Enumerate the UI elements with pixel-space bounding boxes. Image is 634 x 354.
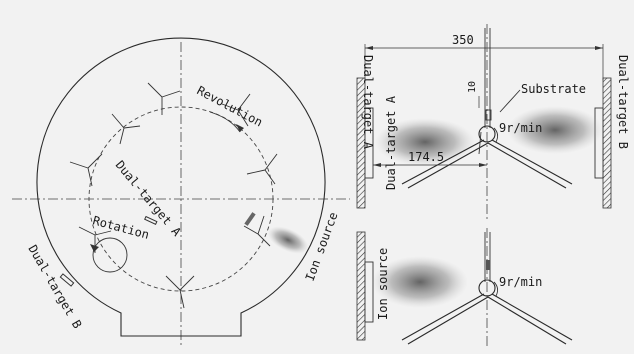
dim-350-text: 350 [452, 33, 474, 47]
substrate-label: Substrate [521, 82, 586, 96]
speed-label-top: 9r/min [499, 121, 542, 135]
speed-label-bottom: 9r/min [499, 275, 542, 289]
substrate-holders [69, 82, 278, 309]
chamber-wall [36, 37, 326, 337]
plume-a [375, 118, 475, 166]
revolution-label: Revolution [195, 83, 265, 129]
dual-target-a-label-vertical: Dual-target A [361, 55, 375, 150]
ion-source-mark [244, 212, 256, 226]
dual-target-view: 350 10 Substrate 9r/min 174.5 Dual-targe… [356, 24, 630, 220]
ion-source-view: 9r/min Ion source [356, 228, 573, 348]
wall-right-top [602, 77, 612, 209]
ion-source-plume [267, 226, 309, 254]
substrate-leader [499, 89, 521, 113]
hub-top [478, 125, 496, 143]
dual-target-b-plate [59, 273, 75, 287]
rotation-circle [92, 237, 128, 273]
ion-source-plate [364, 261, 374, 323]
dim-10-text: 10 [467, 81, 478, 93]
dual-target-a-plate [144, 215, 158, 226]
revolution-arrow [209, 111, 241, 133]
plume-b [507, 106, 603, 154]
chamber-top-view: Revolution Dual-target A Rotation Dual-t… [12, 37, 350, 346]
dual-target-a-plate-side [364, 107, 374, 179]
rotation-label: Rotation [91, 213, 150, 241]
hub-bottom [478, 279, 496, 297]
ion-source-label-side: Ion source [376, 248, 390, 320]
ion-plume [372, 256, 468, 308]
revolution-arrowhead [236, 124, 244, 132]
dual-target-b-label-left: Dual-target B [25, 243, 84, 331]
rotation-arrowhead [90, 244, 99, 252]
dim-174-text: 174.5 [408, 150, 444, 164]
wall-left-bottom [356, 231, 366, 341]
revolution-path [88, 106, 274, 292]
substrate-piece [485, 109, 492, 121]
dual-target-b-label-side: Dual-target B [616, 55, 630, 149]
dual-target-a-label-side: Dual-target A [384, 95, 398, 190]
